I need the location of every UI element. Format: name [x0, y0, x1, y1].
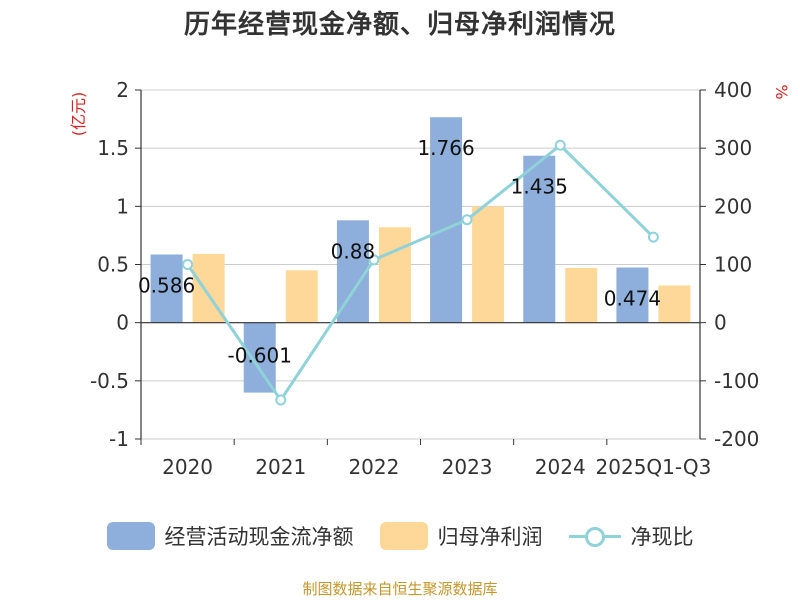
bar-cashflow	[616, 267, 649, 323]
left-tick-label: 2	[116, 78, 129, 102]
ratio-point	[647, 231, 659, 243]
ratio-point	[182, 259, 194, 270]
left-tick-label: 0	[116, 311, 129, 335]
bar-net-profit	[658, 285, 691, 323]
axes: 2 1.5 1 0.5 0 -0.5 -1 400 300 200 100 0 -100 -200 (亿元)…	[69, 78, 791, 479]
legend: 经营活动现金流净额 归母净利润 净现比	[0, 516, 800, 556]
left-tick-label: -0.5	[90, 369, 129, 393]
legend-swatch-ratio	[568, 522, 621, 550]
source-note: 制图数据来自恒生聚源数据库	[302, 580, 498, 598]
legend-item-ratio[interactable]: 净现比	[568, 521, 694, 551]
data-label-cashflow: 0.474	[604, 287, 661, 311]
legend-item-net-profit[interactable]: 归母净利润	[379, 521, 543, 551]
data-label-cashflow: 1.766	[417, 136, 474, 160]
x-tick-label: 2022	[348, 455, 399, 479]
legend-item-cashflow[interactable]: 经营活动现金流净额	[106, 521, 354, 551]
legend-label-net-profit: 归母净利润	[437, 525, 543, 549]
chart-title: 历年经营现金净额、归母净利润情况	[183, 10, 616, 40]
left-axis-unit: (亿元)	[69, 92, 88, 137]
ratio-point	[461, 214, 473, 226]
bar-cashflow	[523, 155, 556, 323]
right-tick-label: 300	[714, 136, 752, 160]
right-axis-unit: %	[772, 84, 791, 99]
left-tick-label: -1	[109, 427, 129, 451]
right-tick-label: -200	[714, 427, 759, 451]
chart-plot: 2 1.5 1 0.5 0 -0.5 -1 400 300 200 100 0 -100 -200 (亿元)…	[69, 78, 791, 479]
right-tick-label: 400	[714, 78, 752, 102]
legend-label-cashflow: 经营活动现金流净额	[164, 525, 354, 549]
x-tick-label: 2020	[162, 455, 213, 479]
right-tick-label: 100	[714, 253, 752, 277]
data-label-cashflow: -0.601	[228, 344, 292, 368]
ratio-line-group	[182, 139, 659, 406]
x-tick-label: 2025Q1-Q3	[596, 455, 712, 479]
left-tick-label: 1.5	[97, 136, 129, 160]
ratio-point	[275, 394, 287, 406]
x-tick-label: 2023	[442, 455, 493, 479]
bar-cashflow	[150, 254, 183, 323]
left-tick-label: 0.5	[97, 253, 129, 277]
data-label-cashflow: 0.586	[138, 273, 195, 297]
bar-net-profit	[285, 270, 318, 323]
right-tick-label: 0	[714, 311, 727, 335]
x-tick-label: 2021	[255, 455, 306, 479]
ratio-point	[368, 254, 380, 266]
bar-cashflow	[430, 117, 463, 323]
legend-label-ratio: 净现比	[630, 525, 694, 549]
ratio-line	[186, 143, 655, 403]
data-labels-group: 0.586 -0.601 0.88 1.766 1.435 0.474	[138, 136, 661, 367]
right-tick-label: -100	[714, 369, 759, 393]
bar-net-profit	[378, 227, 411, 323]
left-tick-label: 1	[116, 194, 129, 218]
data-label-cashflow: 0.88	[331, 239, 376, 263]
bar-cashflow	[243, 322, 276, 393]
legend-swatch-cashflow	[106, 522, 155, 550]
bar-net-profit	[565, 267, 598, 323]
x-tick-label: 2024	[535, 455, 586, 479]
data-label-cashflow: 1.435	[511, 175, 568, 199]
right-tick-label: 200	[714, 194, 752, 218]
bar-net-profit	[472, 206, 505, 323]
legend-swatch-net-profit	[379, 522, 428, 550]
ratio-point	[554, 139, 566, 151]
